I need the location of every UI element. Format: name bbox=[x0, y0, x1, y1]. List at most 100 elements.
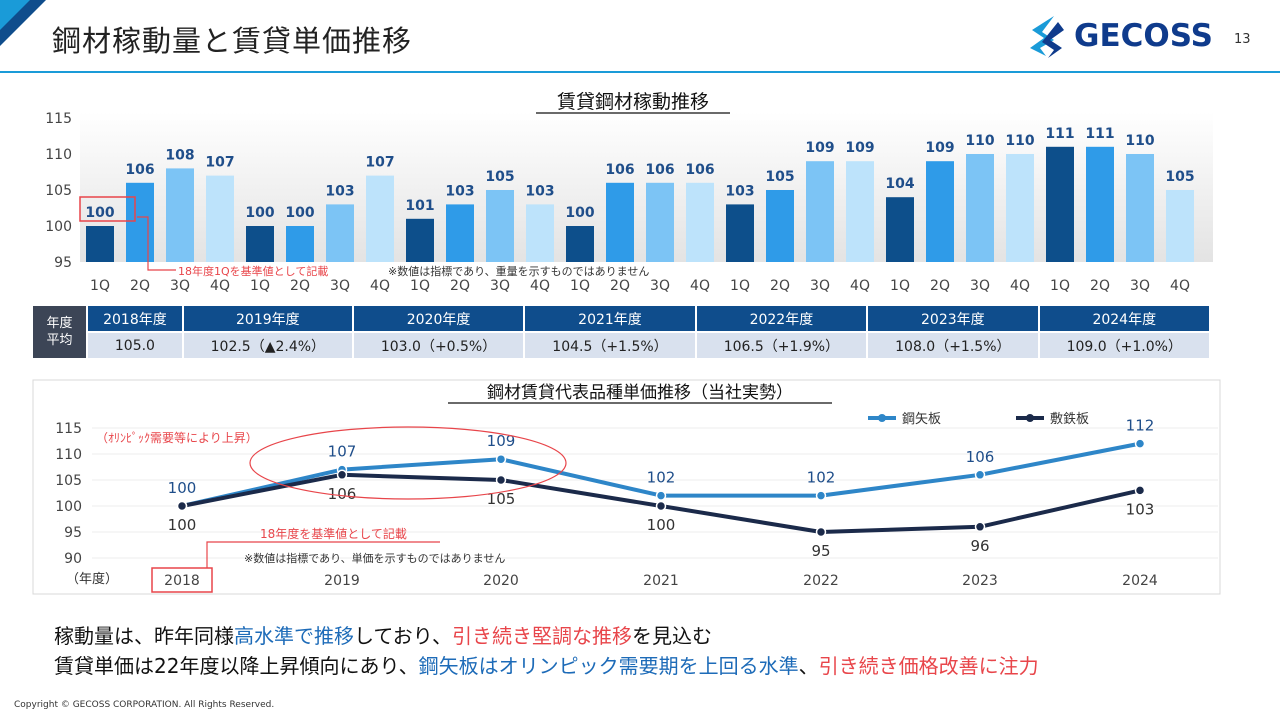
bar-x-tick-label: 4Q bbox=[1170, 278, 1190, 294]
bar bbox=[1046, 146, 1074, 262]
line-point bbox=[336, 469, 348, 481]
bar bbox=[766, 190, 794, 262]
table-lead-cell: 年度 平均 bbox=[33, 306, 88, 358]
line-data-label: 103 bbox=[1126, 500, 1155, 518]
bar bbox=[206, 175, 234, 262]
line-x-tick-label: 2023 bbox=[962, 573, 998, 589]
bar-x-tick-label: 2Q bbox=[1090, 278, 1110, 294]
baseline-year-box bbox=[151, 567, 213, 593]
line-data-label: 107 bbox=[328, 443, 357, 461]
bar-value-label: 100 bbox=[565, 205, 594, 221]
bar-x-tick-label: 1Q bbox=[570, 278, 590, 294]
bar-chart-title: 賃貸鋼材稼動推移 bbox=[557, 91, 709, 113]
message-2-highlight-red: 引き続き価格改善に注力 bbox=[818, 654, 1039, 678]
line-y-tick-label: 110 bbox=[55, 447, 82, 463]
bar-y-tick-label: 110 bbox=[45, 147, 72, 163]
table-value-cell: 102.5（▲2.4%） bbox=[182, 331, 354, 358]
line-data-label: 102 bbox=[807, 469, 836, 487]
line-data-label: 100 bbox=[647, 516, 676, 534]
bar-value-label: 105 bbox=[765, 169, 794, 185]
line-point bbox=[1134, 438, 1146, 449]
line-data-label: 96 bbox=[970, 537, 989, 555]
message-2-highlight-blue: 鋼矢板はオリンピック需要期を上回る水準 bbox=[418, 654, 799, 678]
bar-value-label: 103 bbox=[445, 183, 474, 199]
bar-value-label: 106 bbox=[685, 162, 714, 178]
header: 鋼材稼動量と賃貸単価推移 GECOSS 13 bbox=[0, 0, 1280, 76]
bar-value-label: 103 bbox=[725, 183, 754, 199]
table-value-cell: 105.0 bbox=[87, 331, 184, 358]
bar-x-tick-label: 2Q bbox=[290, 278, 310, 294]
baseline-highlight-box bbox=[79, 196, 136, 222]
line-point bbox=[495, 453, 507, 465]
bar-x-tick-label: 4Q bbox=[530, 278, 550, 294]
bar-x-tick-label: 1Q bbox=[890, 278, 910, 294]
bar-value-label: 110 bbox=[965, 133, 994, 149]
corner-accent-shape bbox=[0, 0, 46, 46]
line-x-tick-label: 2020 bbox=[483, 573, 519, 589]
table-value-cell: 103.0（+0.5%） bbox=[352, 331, 526, 358]
bar-baseline-note: 18年度1Qを基準値として記載 bbox=[178, 264, 328, 278]
bar bbox=[806, 161, 834, 262]
table-header-cell: 2021年度 bbox=[524, 306, 697, 332]
table-value-cell: 106.5（+1.9%） bbox=[695, 331, 869, 358]
table-lead-average: 平均 bbox=[46, 333, 73, 348]
line-point bbox=[974, 469, 986, 481]
table-value-cell: 104.5（+1.5%） bbox=[524, 331, 697, 358]
bar-x-tick-label: 1Q bbox=[730, 278, 750, 294]
bar-value-label: 105 bbox=[1165, 169, 1194, 185]
bar-x-tick-label: 4Q bbox=[1010, 278, 1030, 294]
line-x-tick-label: 2019 bbox=[324, 573, 360, 589]
title-rule bbox=[0, 71, 1280, 73]
line-y-tick-label: 115 bbox=[55, 421, 82, 437]
legend-label: 鋼矢板 bbox=[902, 412, 941, 427]
bar-x-tick-label: 3Q bbox=[490, 278, 510, 294]
bar-x-tick-label: 1Q bbox=[250, 278, 270, 294]
message-line-2: 賃貸単価は22年度以降上昇傾向にあり、鋼矢板はオリンピック需要期を上回る水準、引… bbox=[54, 650, 1039, 679]
bar-x-tick-label: 4Q bbox=[850, 278, 870, 294]
table-header-cell: 2019年度 bbox=[182, 306, 354, 332]
bar-x-tick-label: 1Q bbox=[90, 278, 110, 294]
bar bbox=[966, 154, 994, 262]
line-y-tick-label: 90 bbox=[64, 551, 82, 567]
bar bbox=[246, 226, 274, 262]
line-data-label: 109 bbox=[487, 432, 516, 450]
line-disclaimer: ※数値は指標であり、単価を示すものではありません bbox=[244, 551, 505, 565]
line-point bbox=[655, 500, 667, 512]
line-data-label: 100 bbox=[168, 516, 197, 534]
bar bbox=[326, 204, 354, 262]
bar bbox=[726, 204, 754, 262]
table-lead-year: 年度 bbox=[46, 316, 73, 331]
bar bbox=[606, 182, 634, 262]
message-2-part-1: 賃貸単価は22年度以降上昇傾向にあり、 bbox=[54, 654, 419, 678]
line-y-tick-label: 100 bbox=[55, 499, 82, 515]
bar bbox=[846, 161, 874, 262]
table-header-cell: 2023年度 bbox=[867, 306, 1040, 332]
copyright-notice: Copyright © GECOSS CORPORATION. All Righ… bbox=[14, 700, 275, 710]
bar bbox=[1166, 190, 1194, 262]
bar-x-tick-label: 3Q bbox=[810, 278, 830, 294]
bar-value-label: 107 bbox=[365, 155, 394, 171]
line-point bbox=[655, 490, 667, 501]
message-line-1: 稼動量は、昨年同様高水準で推移しており、引き続き堅調な推移を見込む bbox=[54, 620, 712, 649]
bar bbox=[686, 182, 714, 262]
table-header-cell: 2018年度 bbox=[87, 306, 184, 332]
bar-value-label: 108 bbox=[165, 147, 194, 163]
message-1-part-3: しており、 bbox=[354, 624, 452, 648]
bar-x-tick-label: 3Q bbox=[970, 278, 990, 294]
line-x-tick-label: 2018 bbox=[164, 573, 200, 589]
rental-steel-utilization-bar-chart: 賃貸鋼材稼動推移 115 110 105 100 95 100 106 108 107 100 1… bbox=[45, 91, 1213, 294]
bar-value-label: 111 bbox=[1085, 126, 1114, 142]
bar-value-label: 106 bbox=[605, 162, 634, 178]
line-x-tick-label: 2021 bbox=[643, 573, 679, 589]
table-value-cell: 108.0（+1.5%） bbox=[867, 331, 1040, 358]
line-x-tick-label: 2022 bbox=[803, 573, 839, 589]
logo-text: GECOSS bbox=[1074, 18, 1213, 54]
bar-x-tick-label: 2Q bbox=[130, 278, 150, 294]
bar-value-label: 100 bbox=[285, 205, 314, 221]
bar-value-label: 100 bbox=[85, 205, 114, 221]
line-point bbox=[815, 490, 827, 501]
rental-unit-price-line-chart: 鋼材賃貸代表品種単価推移（当社実勢） 115 110 105 100 95 90 2018… bbox=[32, 379, 1221, 595]
fiscal-year-average-table: 年度 平均 2018年度 2019年度 2020年度 2021年度 2022年度… bbox=[33, 306, 1212, 358]
bar-value-label: 110 bbox=[1005, 133, 1034, 149]
line-data-label: 105 bbox=[487, 490, 516, 508]
